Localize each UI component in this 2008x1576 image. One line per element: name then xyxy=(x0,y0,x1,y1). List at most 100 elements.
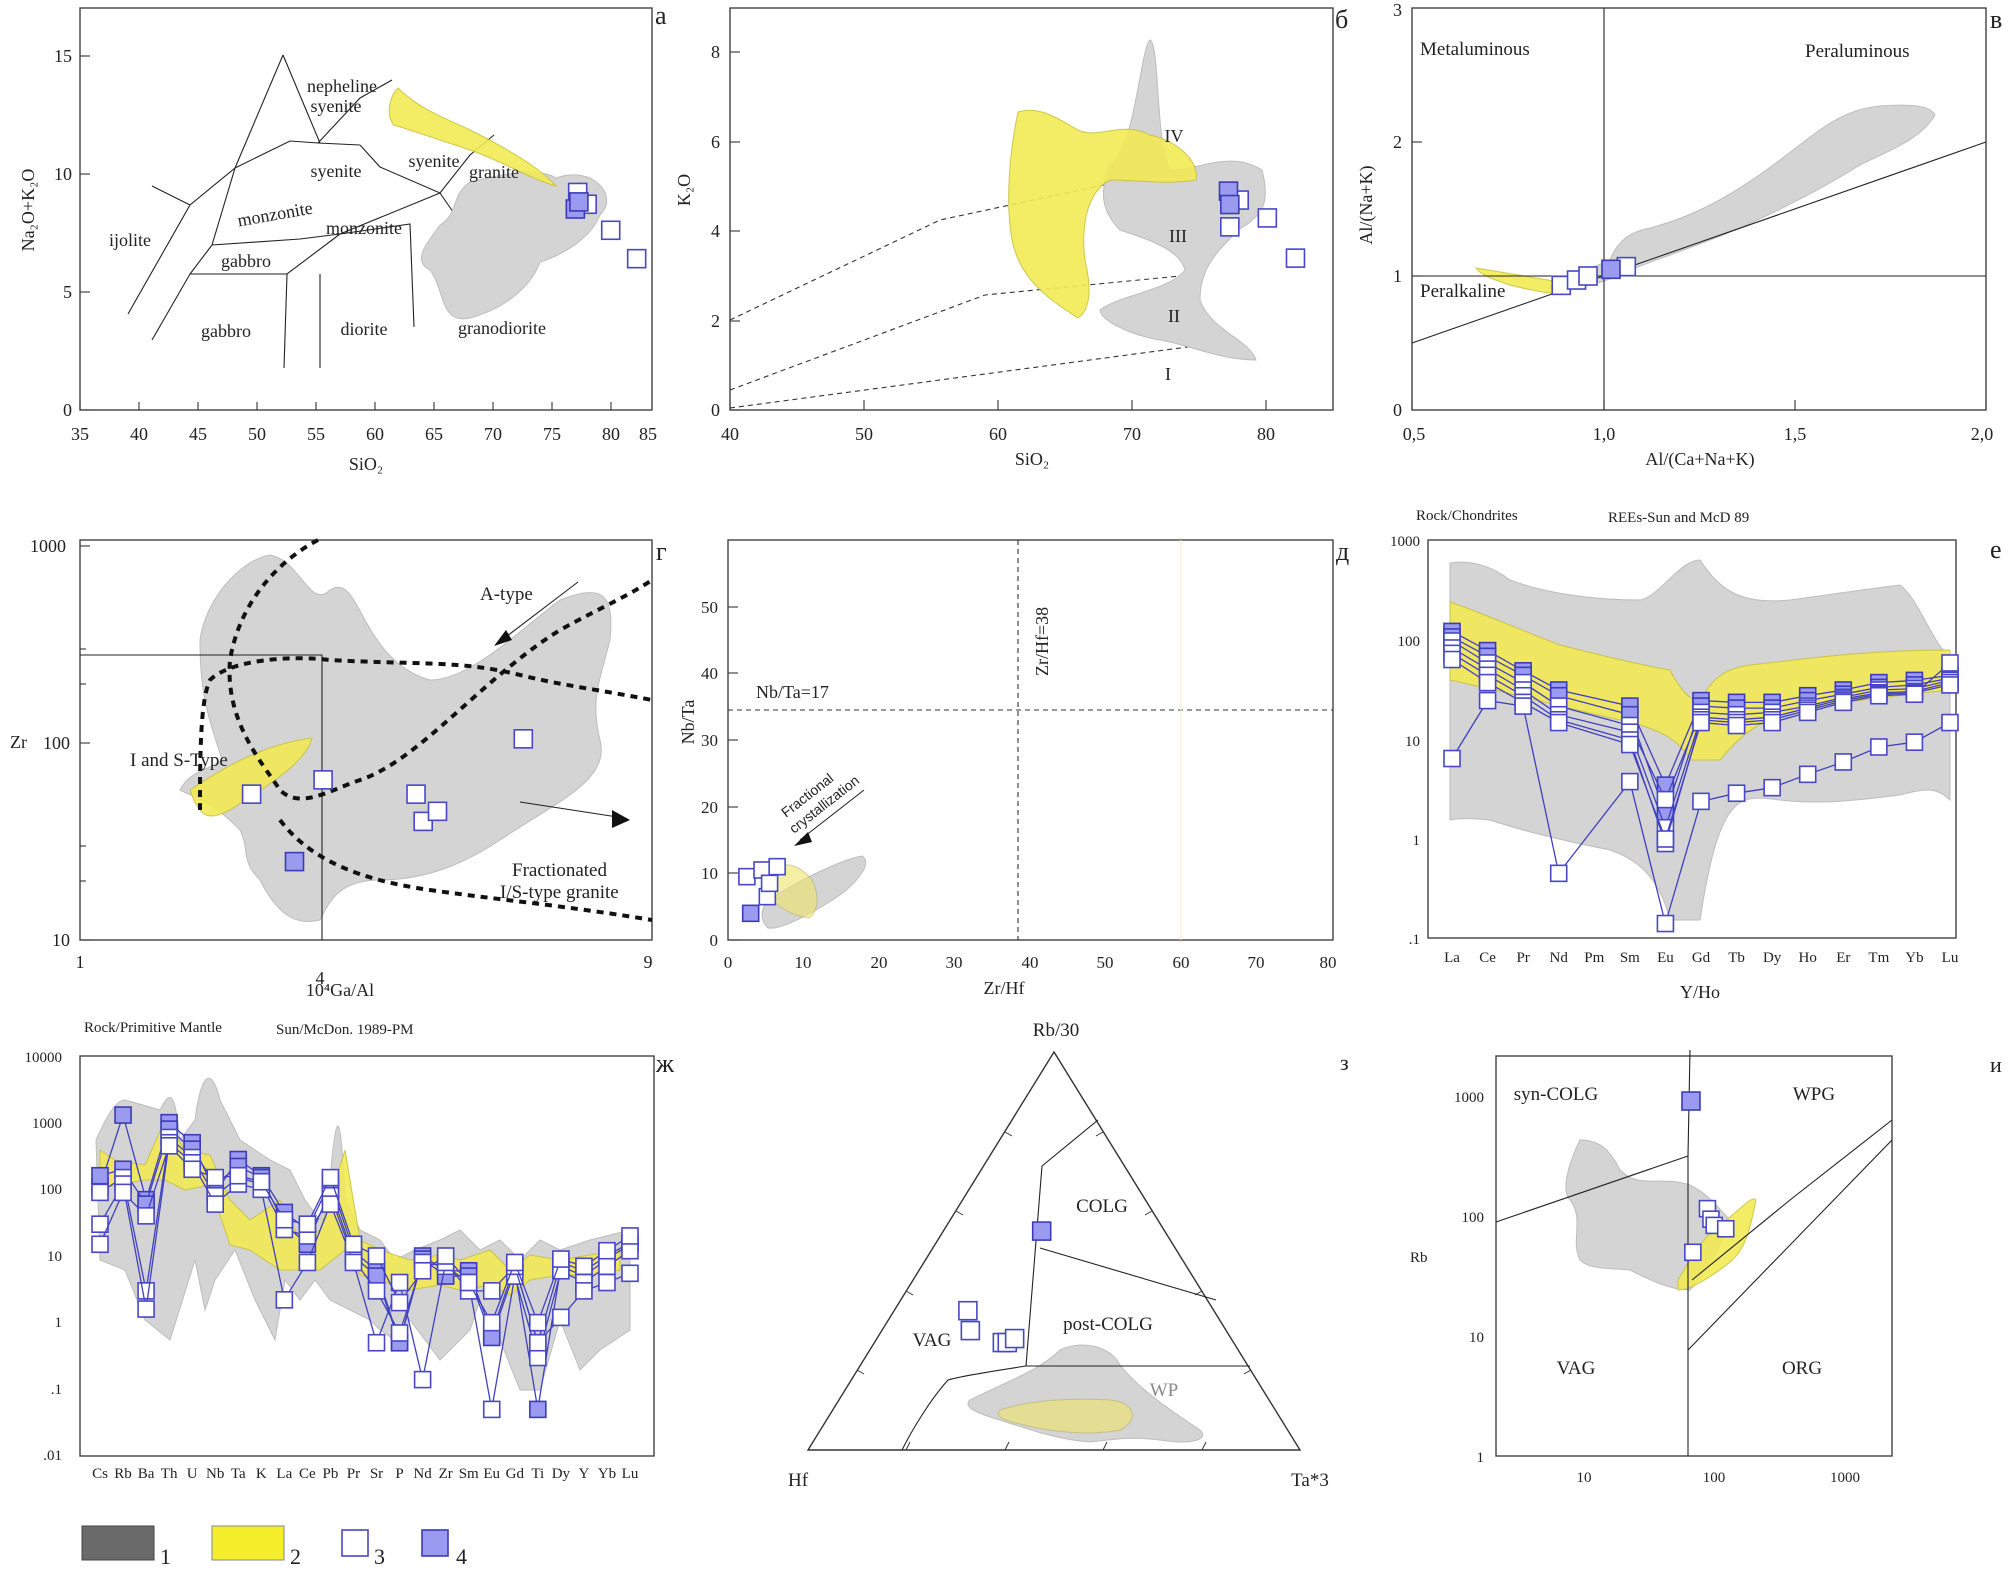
panel-v-divider-diagonal xyxy=(1411,141,1987,344)
open-sample-point xyxy=(1798,765,1817,784)
panel-z-apex-label: Ta*3 xyxy=(1291,1470,1329,1491)
panel-e-frame xyxy=(1427,539,1957,939)
panel-e-xlabel: Y/Ho xyxy=(1680,982,1720,1002)
open-sample-point xyxy=(137,1282,155,1300)
panel-v-letter: в xyxy=(1990,5,2002,34)
open-sample-point xyxy=(91,1215,109,1233)
open-sample-point xyxy=(313,770,333,790)
panel-zh-ytick: .01 xyxy=(43,1448,62,1464)
panel-d-xtick: 60 xyxy=(1173,953,1190,972)
panel-v-xtick: 2,0 xyxy=(1971,424,1994,444)
open-sample-point xyxy=(1549,864,1568,883)
open-sample-point xyxy=(427,801,448,822)
panel-g-arrowhead xyxy=(494,630,512,646)
open-sample-point xyxy=(367,1247,386,1265)
category-label: Y xyxy=(578,1466,589,1482)
category-label: La xyxy=(1444,950,1460,966)
open-sample-point xyxy=(482,1400,501,1419)
open-sample-point xyxy=(275,1210,294,1229)
panel-i-ytick: 1 xyxy=(1477,1450,1485,1466)
open-sample-point xyxy=(1443,650,1461,669)
panel-zh-title: Sun/McDon. 1989-PM xyxy=(276,1022,414,1038)
panel-a-x-ticks xyxy=(79,402,612,410)
panel-b-xtick: 40 xyxy=(721,424,739,444)
filled-sample-point xyxy=(1601,259,1621,280)
panel-d-xtick: 0 xyxy=(724,953,733,972)
panel-i-ytick: 10 xyxy=(1469,1330,1484,1346)
open-sample-point xyxy=(1941,676,1959,694)
category-label: Ce xyxy=(1479,950,1496,966)
open-sample-point xyxy=(160,1136,178,1155)
panel-b-xtick: 50 xyxy=(855,424,873,444)
legend-label: 1 xyxy=(160,1544,171,1569)
panel-a-points xyxy=(565,182,647,269)
panel-b-ytick: 2 xyxy=(711,311,720,331)
panel-g-region-label: I/S-type granite xyxy=(500,882,619,903)
panel-a-xtick: 80 xyxy=(602,424,620,444)
category-label: Lu xyxy=(622,1466,639,1482)
panel-a-ytick: 5 xyxy=(63,282,72,302)
panel-d-xtick: 10 xyxy=(795,953,812,972)
open-sample-point xyxy=(575,1282,593,1300)
open-sample-point xyxy=(1870,738,1888,756)
open-sample-point xyxy=(529,1333,547,1352)
panel-d-ytick: 20 xyxy=(701,798,718,817)
panel-g-points xyxy=(241,729,534,872)
panel-i-field-label: ORG xyxy=(1782,1358,1822,1379)
open-sample-point xyxy=(1727,716,1746,735)
panel-d-ticks xyxy=(728,606,738,941)
panel-z-edge-ticks xyxy=(856,1131,1252,1451)
panel-a-ytick: 10 xyxy=(54,164,72,184)
category-label: Ce xyxy=(299,1466,316,1482)
panel-i-ytick: 100 xyxy=(1462,1210,1485,1226)
open-sample-point xyxy=(621,1264,639,1283)
open-sample-point xyxy=(1905,685,1924,704)
panel-g-xtick: 1 xyxy=(76,952,85,972)
panel-z-points xyxy=(958,1221,1052,1353)
open-sample-point xyxy=(1478,691,1497,710)
filled-sample-point xyxy=(1220,194,1240,215)
open-sample-point xyxy=(1870,686,1888,705)
open-sample-point xyxy=(114,1183,132,1202)
panel-d-ytick: 10 xyxy=(701,864,718,883)
series-line xyxy=(1443,691,1959,933)
category-label: Tm xyxy=(1868,950,1889,966)
panel-b-series-label: III xyxy=(1169,226,1187,246)
panel-i-xtick: 10 xyxy=(1577,1470,1592,1486)
panel-v-xtick: 1,5 xyxy=(1784,424,1807,444)
panel-a-xtick: 50 xyxy=(248,424,266,444)
category-label: Er xyxy=(1836,950,1850,966)
panel-z-field-boundaries xyxy=(901,1119,1250,1451)
panel-a-letter: а xyxy=(655,1,667,30)
open-sample-point xyxy=(575,1257,593,1276)
panel-b-xtick: 80 xyxy=(1257,424,1275,444)
open-sample-point xyxy=(344,1253,363,1272)
panel-b-ytick: 0 xyxy=(711,400,720,420)
open-sample-point xyxy=(600,220,621,241)
panel-v-ytick: 1 xyxy=(1393,266,1402,286)
open-sample-point xyxy=(1656,790,1675,809)
open-sample-point xyxy=(1257,208,1278,228)
panel-b-xtick: 60 xyxy=(989,424,1007,444)
panel-g-arrow-fractionated xyxy=(519,801,625,819)
panel-a-xtick: 70 xyxy=(484,424,502,444)
panel-g-region-label: I and S-Type xyxy=(130,750,228,771)
panel-g-letter: г xyxy=(656,537,667,566)
panel-a-field-label: nepheline xyxy=(307,76,377,96)
panel-a-y-ticks xyxy=(80,55,90,411)
panel-i-xtick: 100 xyxy=(1703,1470,1726,1486)
panel-d-xtick: 20 xyxy=(871,953,888,972)
panel-d-xtick: 50 xyxy=(1097,953,1114,972)
panel-a-field-label: ijolite xyxy=(109,230,151,250)
panel-z-field-label: post-COLG xyxy=(1063,1314,1153,1335)
category-label: P xyxy=(395,1466,403,1482)
category-label: Ti xyxy=(531,1466,544,1482)
panel-e-letter: е xyxy=(1990,535,2002,564)
open-sample-point xyxy=(321,1195,340,1213)
open-sample-point xyxy=(1763,778,1781,797)
open-sample-point xyxy=(529,1348,547,1367)
open-sample-point xyxy=(229,1166,248,1185)
panel-b-k2o-diagram: б 40 50 60 70 80 0 2 4 6 8 SiO₂ K₂O xyxy=(674,5,1348,469)
panel-v-points xyxy=(1551,256,1637,296)
filled-sample-point xyxy=(569,192,589,212)
